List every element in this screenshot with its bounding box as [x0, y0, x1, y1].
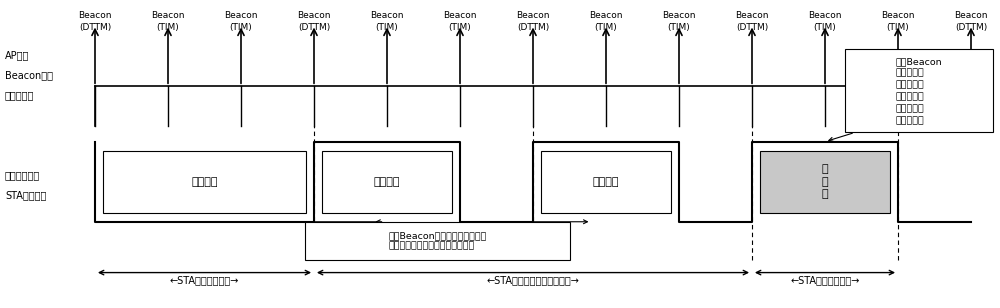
Text: 帧
交
换: 帧 交 换 [822, 164, 828, 199]
Text: Beacon: Beacon [589, 11, 623, 20]
Text: STA工作状态: STA工作状态 [5, 191, 46, 201]
Text: Beacon: Beacon [224, 11, 258, 20]
Text: (DTTM): (DTTM) [79, 23, 111, 32]
Text: Beacon: Beacon [808, 11, 842, 20]
Text: Beacon: Beacon [151, 11, 185, 20]
Text: Beacon: Beacon [881, 11, 915, 20]
Text: Beacon: Beacon [297, 11, 331, 20]
Bar [845, 49, 993, 132]
Text: Beacon: Beacon [443, 11, 477, 20]
Text: Beacon: Beacon [516, 11, 550, 20]
Text: ←STA传统休眠时长→: ←STA传统休眠时长→ [170, 276, 239, 286]
Text: 接据Beacon
后发现判断
为帧换频繁
情景，即本
次清醒状态
下有帧交换: 接据Beacon 后发现判断 为帧换频繁 情景，即本 次清醒状态 下有帧交换 [896, 57, 942, 125]
Text: AP进行: AP进行 [5, 51, 29, 60]
Text: 休眠状态: 休眠状态 [191, 177, 218, 187]
Text: (TIM): (TIM) [887, 23, 909, 32]
Bar [760, 151, 890, 213]
Text: (DTTM): (DTTM) [517, 23, 549, 32]
Text: 接收Beacon后判断为帧换极少情
景，即本次清醒状态下将无帧交换: 接收Beacon后判断为帧换极少情 景，即本次清醒状态下将无帧交换 [388, 231, 487, 251]
Text: (TIM): (TIM) [814, 23, 836, 32]
Text: Beacon: Beacon [954, 11, 988, 20]
Text: (DTTM): (DTTM) [955, 23, 987, 32]
Text: Beacon: Beacon [78, 11, 112, 20]
Text: (TIM): (TIM) [376, 23, 398, 32]
Text: Beacon: Beacon [662, 11, 696, 20]
Text: 清醒状态: 清醒状态 [593, 177, 619, 187]
Text: (DTTM): (DTTM) [298, 23, 330, 32]
Bar [322, 151, 452, 213]
Text: (TIM): (TIM) [449, 23, 471, 32]
Bar [305, 222, 570, 260]
Text: (TIM): (TIM) [595, 23, 617, 32]
Text: Beacon帧发: Beacon帧发 [5, 71, 53, 80]
Text: (DTTM): (DTTM) [736, 23, 768, 32]
Bar [103, 151, 306, 213]
Text: (TIM): (TIM) [157, 23, 179, 32]
Text: Beacon: Beacon [370, 11, 404, 20]
Text: 送的时刻点: 送的时刻点 [5, 91, 34, 100]
Text: ←STA增加步进后的休眠时长→: ←STA增加步进后的休眠时长→ [487, 276, 579, 286]
Bar [541, 151, 671, 213]
Text: ←STA传统休眠时长→: ←STA传统休眠时长→ [790, 276, 860, 286]
Text: Beacon: Beacon [735, 11, 769, 20]
Text: (TIM): (TIM) [230, 23, 252, 32]
Text: (TIM): (TIM) [668, 23, 690, 32]
Text: 清醒状态: 清醒状态 [374, 177, 400, 187]
Text: 省电模式下的: 省电模式下的 [5, 171, 40, 180]
